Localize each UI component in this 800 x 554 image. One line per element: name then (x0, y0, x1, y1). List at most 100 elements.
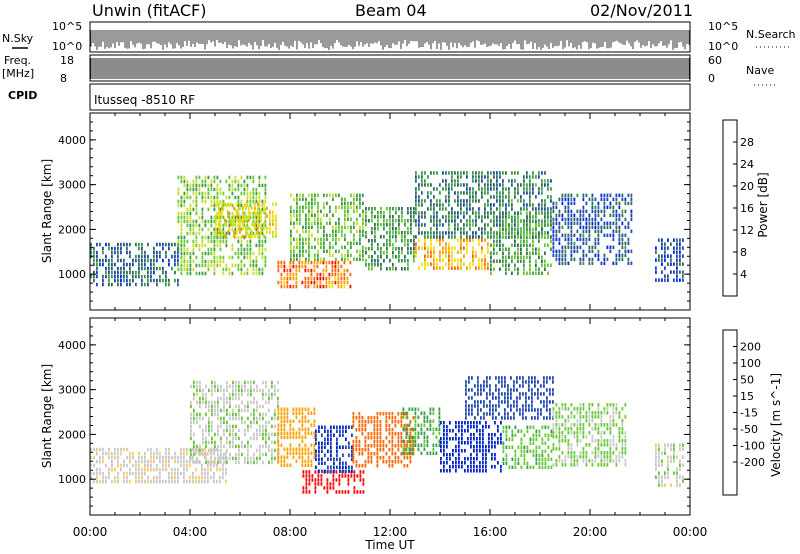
range-gate-cell (289, 419, 292, 423)
range-gate-cell (202, 428, 204, 433)
range-gate-cell (238, 392, 240, 397)
range-gate-cell (471, 412, 473, 416)
range-gate-cell (328, 272, 331, 277)
range-gate-cell (201, 219, 204, 224)
range-gate-cell (476, 441, 478, 445)
range-gate-cell (350, 474, 353, 478)
range-gate-cell (442, 215, 444, 219)
range-gate-cell (286, 435, 289, 439)
range-gate-cell (231, 223, 234, 228)
range-gate-cell (514, 243, 516, 247)
range-gate-cell (345, 429, 347, 433)
range-gate-cell (250, 384, 252, 389)
range-gate-cell (228, 175, 231, 180)
range-gate-cell (317, 257, 319, 262)
range-gate-cell (255, 271, 258, 276)
range-gate-cell (246, 271, 249, 276)
range-gate-cell (325, 276, 328, 281)
range-gate-cell (211, 460, 213, 465)
range-gate-cell (505, 231, 507, 235)
range-gate-cell (403, 452, 406, 456)
range-gate-cell (469, 191, 471, 195)
range-gate-cell (461, 461, 463, 465)
range-gate-cell (340, 276, 343, 281)
range-gate-cell (241, 444, 243, 449)
range-gate-cell (487, 250, 489, 254)
range-gate-cell (317, 205, 319, 210)
range-gate-cell (239, 206, 241, 210)
range-gate-cell (165, 270, 167, 275)
range-gate-cell (433, 254, 435, 258)
range-gate-cell (240, 251, 243, 256)
range-gate-cell (365, 251, 367, 255)
range-gate-cell (214, 408, 216, 413)
range-gate-cell (457, 238, 459, 242)
range-gate-cell (664, 258, 666, 262)
range-gate-cell (567, 213, 570, 218)
range-gate-cell (192, 475, 194, 480)
range-gate-cell (156, 278, 158, 283)
range-gate-cell (520, 227, 522, 231)
range-gate-cell (256, 400, 258, 405)
range-gate-cell (362, 193, 364, 198)
range-gate-cell (219, 255, 222, 260)
range-gate-cell (323, 237, 325, 242)
range-gate-cell (552, 221, 555, 226)
range-gate-cell (436, 238, 438, 242)
range-gate-cell (208, 424, 210, 429)
range-gate-cell (263, 234, 265, 238)
range-gate-cell (336, 449, 338, 453)
range-gate-cell (401, 211, 403, 215)
range-gate-cell (403, 464, 406, 468)
range-gate-cell (579, 237, 582, 242)
range-gate-cell (440, 461, 442, 465)
range-gate-cell (216, 239, 219, 244)
range-gate-cell (204, 479, 206, 484)
range-gate-cell (451, 175, 453, 179)
range-gate-cell (439, 183, 441, 187)
range-gate-cell (330, 453, 332, 457)
range-gate-cell (183, 175, 186, 180)
range-gate-cell (460, 227, 462, 231)
range-gate-cell (274, 392, 276, 397)
range-gate-cell (494, 433, 496, 437)
range-gate-cell (338, 229, 340, 234)
range-gate-cell (579, 261, 582, 266)
range-gate-cell (262, 428, 264, 433)
range-gate-cell (461, 449, 463, 453)
range-gate-cell (386, 219, 388, 223)
range-gate-cell (201, 447, 203, 452)
range-gate-cell (334, 260, 337, 265)
range-gate-cell (334, 264, 337, 269)
range-gate-cell (519, 376, 521, 380)
range-gate-cell (382, 448, 385, 452)
range-gate-cell (262, 392, 264, 397)
range-gate-cell (201, 471, 203, 476)
range-gate-cell (93, 479, 95, 484)
range-gate-cell (362, 253, 364, 258)
range-gate-cell (135, 463, 137, 468)
range-gate-cell (241, 440, 243, 445)
range-gate-cell (313, 435, 316, 439)
range-gate-cell (564, 193, 567, 198)
range-gate-cell (234, 195, 237, 200)
power-colorbar-tick-label: 20 (740, 180, 754, 193)
range-gate-cell (401, 207, 403, 211)
range-gate-cell (219, 187, 222, 192)
range-gate-cell (262, 444, 264, 449)
range-gate-cell (415, 211, 417, 215)
range-gate-cell (159, 254, 161, 259)
range-gate-cell (225, 479, 227, 484)
range-gate-cell (405, 447, 408, 451)
range-gate-cell (433, 195, 435, 199)
range-gate-cell (183, 219, 186, 224)
range-gate-cell (481, 238, 483, 242)
range-gate-cell (355, 428, 358, 432)
range-gate-cell (511, 243, 513, 247)
range-gate-cell (304, 260, 307, 265)
range-gate-cell (449, 453, 451, 457)
range-gate-cell (358, 440, 361, 444)
range-gate-cell (120, 274, 122, 279)
range-gate-cell (356, 205, 358, 210)
range-gate-cell (317, 221, 319, 226)
